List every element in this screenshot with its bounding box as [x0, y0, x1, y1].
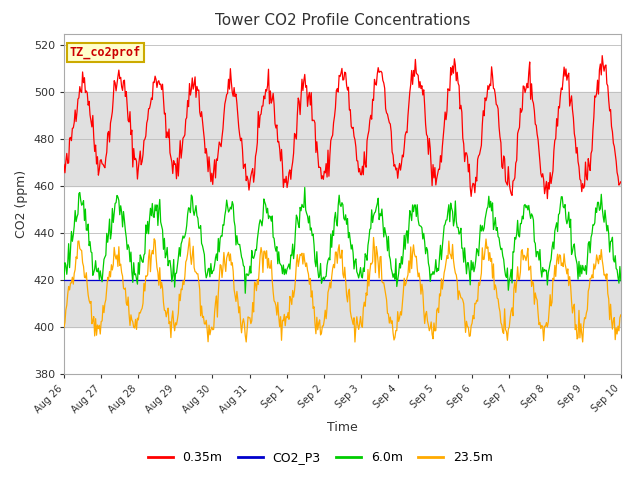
Bar — [64, 280, 621, 327]
Legend: 0.35m, CO2_P3, 6.0m, 23.5m: 0.35m, CO2_P3, 6.0m, 23.5m — [143, 446, 497, 469]
X-axis label: Time: Time — [327, 420, 358, 433]
Y-axis label: CO2 (ppm): CO2 (ppm) — [15, 170, 28, 238]
Text: TZ_co2prof: TZ_co2prof — [70, 46, 141, 59]
Title: Tower CO2 Profile Concentrations: Tower CO2 Profile Concentrations — [214, 13, 470, 28]
Bar — [64, 92, 621, 186]
